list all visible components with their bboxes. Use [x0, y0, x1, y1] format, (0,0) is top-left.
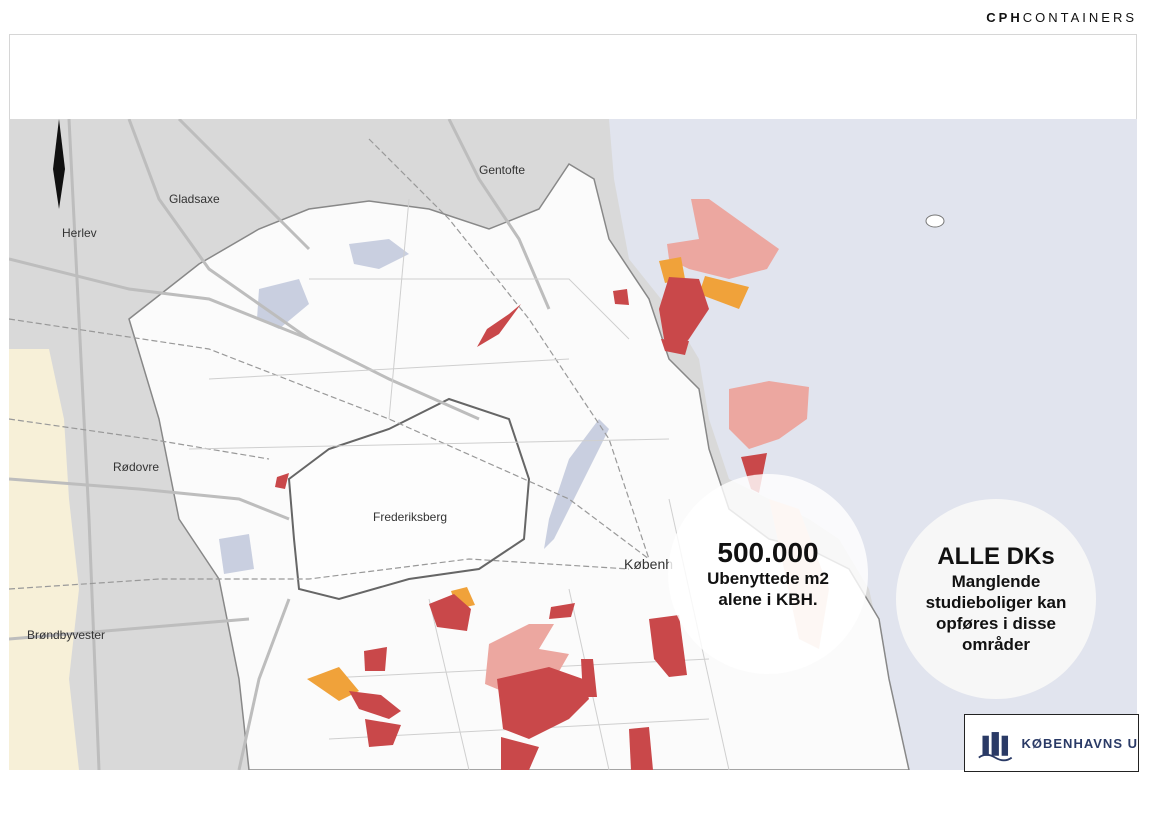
zone-red: [649, 615, 687, 677]
zone-red: [549, 603, 575, 619]
callout-value: 500.000: [717, 537, 819, 568]
lake: [544, 419, 609, 549]
university-logo: KØBENHAVNS U: [964, 714, 1139, 772]
zone-red: [497, 667, 589, 739]
lake: [219, 534, 254, 574]
frederiksberg-area: [287, 397, 531, 601]
island: [925, 214, 945, 228]
zone-red: [659, 277, 709, 349]
place-gentofte: Gentofte: [479, 163, 526, 177]
callout-text: Ubenyttede m2 alene i KBH.: [707, 569, 829, 609]
zone-red: [349, 691, 401, 719]
place-rodovre: Rødovre: [113, 460, 160, 474]
place-herlev: Herlev: [62, 226, 97, 240]
zone-orange: [659, 257, 685, 283]
zone-pink: [667, 199, 779, 279]
zone-red: [429, 594, 471, 631]
zone-red: [613, 289, 629, 305]
zone-orange: [307, 667, 359, 701]
logo-text: KØBENHAVNS U: [1021, 735, 1138, 751]
zone-red: [501, 737, 539, 770]
lake: [257, 279, 309, 329]
crown-logo-icon: [978, 732, 1013, 762]
zone-pink: [729, 381, 809, 449]
zone-red: [629, 727, 653, 770]
callout-student-housing: ALLE DKs Manglende studieboliger kan opf…: [896, 499, 1096, 699]
north-arrow-icon: [53, 119, 65, 209]
place-kobenhavn: Københ: [624, 556, 674, 572]
brand-bold: CPH: [986, 10, 1023, 25]
place-frederiksberg: Frederiksberg: [373, 510, 448, 524]
zone-red: [364, 647, 387, 671]
zone-red: [477, 304, 521, 347]
zone-red: [365, 719, 401, 747]
callout-unused-m2: 500.000 Ubenyttede m2 alene i KBH.: [668, 474, 868, 674]
place-gladsaxe: Gladsaxe: [169, 192, 220, 206]
callout-title: ALLE DKs: [937, 543, 1055, 570]
zone-red: [661, 339, 689, 355]
zone-orange: [699, 276, 749, 309]
zone-red: [275, 473, 289, 489]
callout-text: Manglende studieboliger kan opføres i di…: [925, 572, 1067, 654]
beige-area: [9, 349, 79, 770]
lake: [349, 239, 409, 269]
zone-red: [581, 659, 597, 697]
brand-wordmark: CPHCONTAINERS: [986, 10, 1137, 25]
brand-rest: CONTAINERS: [1022, 10, 1137, 25]
place-brondbyvester: Brøndbyvester: [27, 628, 106, 642]
